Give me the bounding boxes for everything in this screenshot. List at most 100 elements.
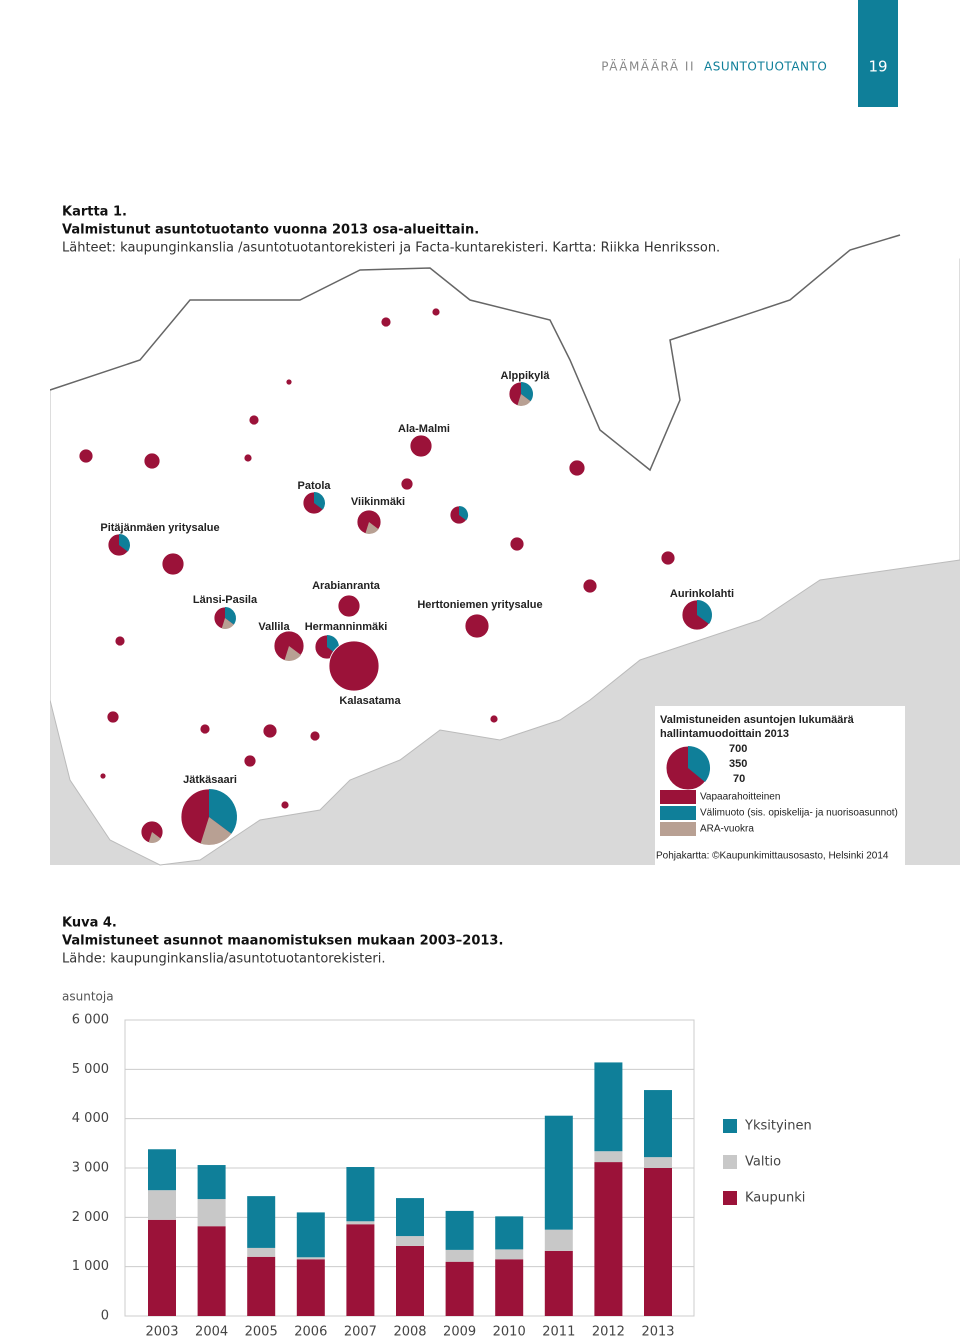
bar-segment: [594, 1151, 623, 1163]
map-place-label: Kalasatama: [339, 695, 401, 707]
bar-segment: [396, 1236, 424, 1246]
chart-source: Lähde: kaupunginkanslia/asuntotuotantore…: [62, 952, 385, 967]
map-pie: [328, 640, 380, 692]
map-pie: [337, 594, 361, 618]
map-pie: [660, 550, 676, 566]
map-pie: [409, 434, 433, 458]
page-tab: [858, 0, 898, 107]
legend-swatch: [723, 1155, 737, 1169]
map-pie: [464, 613, 490, 639]
x-tick-label: 2013: [641, 1325, 674, 1339]
bar-segment: [148, 1219, 176, 1316]
map-pie: [262, 723, 278, 739]
y-tick-label: 3 000: [72, 1161, 109, 1176]
map-pie-slice: [517, 394, 531, 406]
bar-segment: [644, 1090, 672, 1158]
bar-segment: [346, 1224, 375, 1316]
bar-segment: [495, 1249, 524, 1260]
map-pie: [143, 452, 161, 470]
bar-segment: [197, 1165, 226, 1200]
map-pie: [243, 754, 257, 768]
map-legend-swatch: [660, 822, 696, 836]
map-pie: [78, 448, 94, 464]
x-tick-label: 2003: [145, 1325, 178, 1339]
bar-segment: [445, 1249, 474, 1262]
legend-label: Yksityinen: [744, 1119, 812, 1134]
x-tick-label: 2012: [592, 1325, 625, 1339]
map-pie: [309, 730, 321, 742]
bar-segment: [445, 1210, 474, 1250]
map-pie: [199, 723, 211, 735]
x-tick-label: 2005: [245, 1325, 278, 1339]
section: PÄÄMÄÄRÄ II: [601, 59, 695, 74]
y-tick-label: 0: [101, 1309, 109, 1324]
map-pie: [400, 477, 414, 491]
bar-segment: [544, 1229, 573, 1251]
bar-segment: [544, 1250, 573, 1316]
map-pie-slice: [521, 382, 533, 402]
map-pie-slice: [697, 600, 712, 624]
map-pie-slice: [314, 492, 325, 510]
bar-segment: [148, 1149, 176, 1191]
legend-size: 350: [729, 758, 747, 770]
bar-segment: [445, 1261, 474, 1316]
margin: [0, 228, 50, 868]
map-place-label: Patola: [297, 480, 331, 492]
map-place-label: Ala-Malmi: [398, 423, 450, 435]
map-pie: [380, 316, 392, 328]
y-tick-label: 6 000: [72, 1013, 109, 1028]
bar-segment: [644, 1168, 672, 1316]
map-place-label: Länsi-Pasila: [193, 594, 258, 606]
topic: ASUNTOTUOTANTO: [704, 60, 827, 74]
map-pie: [489, 714, 499, 724]
map-pie-slice: [365, 522, 379, 534]
x-tick-label: 2009: [443, 1325, 476, 1339]
map-place-label: Vallila: [258, 621, 290, 633]
bar-segment: [247, 1196, 276, 1248]
map-pie-slice: [284, 646, 301, 661]
map-pie: [582, 578, 598, 594]
map-legend-title: Valmistuneiden asuntojen lukumäärä: [660, 714, 855, 726]
map-legend-label: Välimuoto (sis. opiskelija- ja nuorisoas…: [700, 808, 898, 819]
map-pie-slice: [221, 618, 234, 629]
map-pie: [106, 710, 120, 724]
map-pie: [431, 307, 441, 317]
map-pie: [509, 536, 525, 552]
y-tick-label: 4 000: [72, 1111, 109, 1126]
map-place-label: Aurinkolahti: [670, 588, 734, 600]
map-pie-slice: [200, 817, 232, 845]
map-pie: [285, 378, 293, 386]
legend-label: Valtio: [745, 1155, 781, 1170]
x-tick-label: 2010: [493, 1325, 526, 1339]
x-tick-label: 2008: [393, 1325, 426, 1339]
bar-segment: [197, 1226, 226, 1316]
legend-size: 70: [733, 773, 745, 785]
legend-swatch: [723, 1119, 737, 1133]
map-legend-label: Vapaarahoitteinen: [700, 792, 780, 803]
bar-segment: [544, 1115, 573, 1230]
chart-title: Valmistuneet asunnot maanomistuksen muka…: [62, 934, 503, 949]
map-legend-title: hallintamuodoittain 2013: [660, 728, 789, 740]
bar-segment: [247, 1247, 276, 1257]
map-pie-slice: [225, 607, 236, 625]
page-number: 19: [868, 58, 887, 76]
y-axis-label: asuntoja: [62, 990, 114, 1004]
bar-segment: [346, 1221, 375, 1225]
bar-segment: [594, 1062, 623, 1152]
bar-segment: [296, 1257, 325, 1260]
map-pie-slice: [119, 534, 130, 552]
map-place-label: Pitäjänmäen yritysalue: [100, 522, 219, 534]
map-legend-label: ARA-vuokra: [700, 824, 754, 835]
map-pie: [243, 453, 253, 463]
map-pie: [99, 772, 107, 780]
chart-label: Kuva 4.: [62, 916, 117, 931]
map: [0, 228, 960, 868]
bar-segment: [644, 1157, 672, 1168]
map-pie-slice: [148, 832, 161, 843]
map-place-label: Alppikylä: [501, 370, 551, 382]
bar-segment: [296, 1259, 325, 1316]
map-pie: [280, 800, 290, 810]
legend-swatch: [723, 1191, 737, 1205]
bar-segment: [594, 1162, 623, 1316]
x-tick-label: 2011: [542, 1325, 575, 1339]
